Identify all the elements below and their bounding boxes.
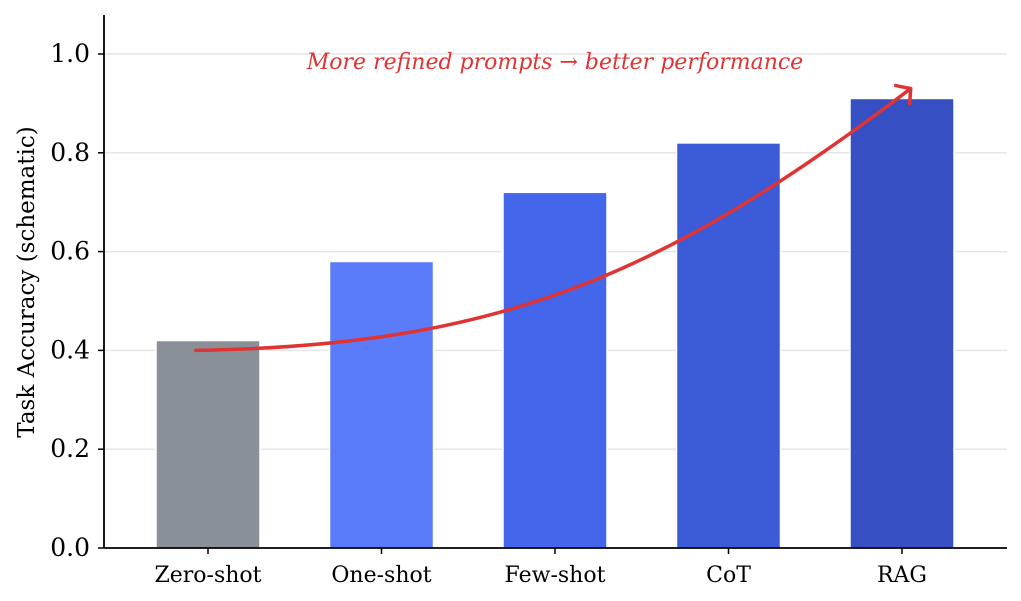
y-tick-label: 0.4 <box>50 335 90 364</box>
bar-few-shot <box>502 191 608 549</box>
x-tick-label: One-shot <box>331 563 431 588</box>
y-tick-label: 1.0 <box>50 39 90 68</box>
bar-zero-shot <box>155 339 261 549</box>
bars <box>155 97 955 549</box>
x-tick-label: CoT <box>706 563 751 588</box>
y-tick-label: 0.2 <box>50 434 90 463</box>
y-axis-label: Task Accuracy (schematic) <box>14 126 40 437</box>
bar-one-shot <box>328 260 435 549</box>
trend-arrow <box>194 86 913 353</box>
y-tick-label: 0.6 <box>50 237 90 266</box>
bar-cot <box>675 142 782 549</box>
y-tick-label: 0.8 <box>50 138 90 167</box>
x-tick-label: RAG <box>877 563 927 588</box>
x-tick-label: Few-shot <box>505 563 606 588</box>
y-tick-label: 0.0 <box>50 533 90 562</box>
y-ticks: 0.0 0.2 0.4 0.6 0.8 1.0 <box>50 39 104 562</box>
annotation-text: More refined prompts → better performanc… <box>306 50 803 75</box>
bar-rag <box>849 97 955 549</box>
x-tick-label: Zero-shot <box>154 563 261 588</box>
x-ticks: Zero-shot One-shot Few-shot CoT RAG <box>154 548 927 588</box>
trend-arrow-head <box>893 83 913 106</box>
